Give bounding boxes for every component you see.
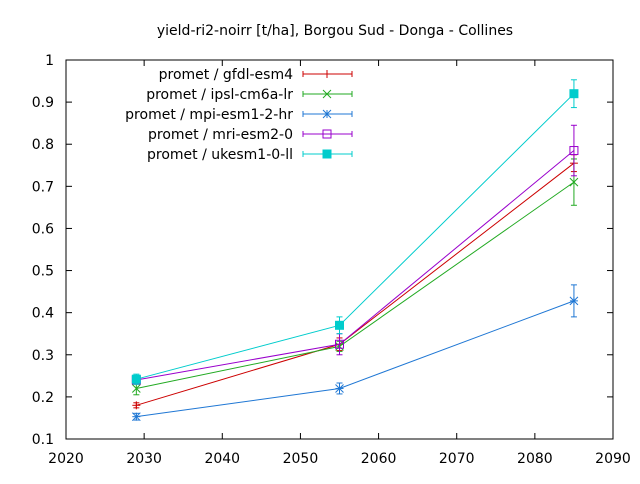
data-point-stroke: [131, 384, 141, 393]
y-tick-label: 0.2: [32, 390, 54, 406]
y-tick-label: 0.3: [32, 348, 54, 364]
y-tick-label: 0.5: [32, 264, 54, 280]
data-point-shape: [335, 339, 344, 349]
x-tick-label: 2090: [595, 451, 631, 467]
series-layer: [131, 79, 579, 422]
y-tick-label: 1: [45, 53, 54, 69]
series-4: [131, 124, 579, 385]
data-point-stroke: [335, 384, 344, 393]
y-tick-label: 0.6: [32, 221, 54, 237]
legend-marker-stroke: [322, 89, 332, 99]
series-5: [131, 79, 579, 385]
data-point: [131, 384, 141, 393]
x-tick-label: 2060: [361, 451, 397, 467]
data-point: [569, 177, 579, 187]
data-point-stroke: [569, 296, 579, 306]
y-tick-label: 0.7: [32, 179, 54, 195]
data-point: [335, 384, 344, 393]
legend-marker: [322, 149, 332, 159]
data-point: [335, 339, 344, 349]
series-line: [136, 181, 575, 389]
x-tick-label: 2030: [126, 451, 162, 467]
chart-title: yield-ri2-noirr [t/ha], Borgou Sud - Don…: [157, 23, 513, 39]
legend-label: promet / gfdl-esm4: [159, 67, 293, 83]
legend-item: promet / ipsl-cm6a-lr: [146, 87, 353, 103]
legend-marker-stroke: [322, 109, 332, 119]
legend-marker: [323, 70, 331, 78]
x-tick-label: 2050: [283, 451, 319, 467]
y-tick-label: 0.4: [32, 306, 54, 322]
data-point-shape: [335, 320, 344, 330]
legend-item: promet / mpi-esm1-2-hr: [125, 107, 353, 123]
x-tick-label: 2040: [204, 451, 240, 467]
legend-label: promet / ipsl-cm6a-lr: [146, 87, 293, 103]
data-point: [131, 374, 141, 384]
legend-item: promet / ukesm1-0-ll: [147, 147, 353, 163]
legend-item: promet / mri-esm2-0: [148, 127, 353, 143]
data-point-shape: [569, 89, 579, 99]
data-point-shape: [569, 146, 579, 156]
series-line: [136, 300, 575, 418]
legend-label: promet / ukesm1-0-ll: [147, 147, 293, 163]
legend-marker-shape: [322, 149, 332, 159]
legend-label: promet / mpi-esm1-2-hr: [125, 107, 293, 123]
data-point: [569, 146, 579, 156]
plot-frame: [65, 59, 614, 440]
y-tick-label: 0.1: [32, 432, 54, 448]
y-tick-label: 0.9: [32, 95, 54, 111]
legend-item: promet / gfdl-esm4: [159, 67, 353, 83]
data-point: [335, 320, 344, 330]
x-tick-label: 2080: [517, 451, 553, 467]
x-tick-label: 2020: [48, 451, 84, 467]
series-1: [132, 154, 578, 410]
x-tick-label: 2070: [439, 451, 475, 467]
series-2: [131, 158, 579, 396]
data-point-shape: [131, 374, 141, 384]
legend-label: promet / mri-esm2-0: [148, 127, 293, 143]
legend-marker-shape: [322, 129, 332, 139]
axis-ticks: 2020 2030 2040 2050 2060 2070 2080 2090 0.1 0.2 0.…: [32, 53, 631, 467]
data-point: [131, 412, 141, 422]
y-tick-label: 0.8: [32, 137, 54, 153]
legend-marker: [322, 129, 332, 139]
series-line: [136, 150, 575, 381]
series-line: [136, 162, 575, 406]
data-point: [569, 296, 579, 306]
legend-marker: [322, 109, 332, 119]
data-point-stroke: [131, 412, 141, 422]
data-point-stroke: [569, 177, 579, 187]
legend-marker: [322, 89, 332, 99]
data-point: [569, 89, 579, 99]
series-3: [131, 284, 579, 422]
legend: promet / gfdl-esm4 promet / ipsl-cm6a-lr p…: [125, 67, 353, 163]
data-point: [132, 401, 141, 410]
